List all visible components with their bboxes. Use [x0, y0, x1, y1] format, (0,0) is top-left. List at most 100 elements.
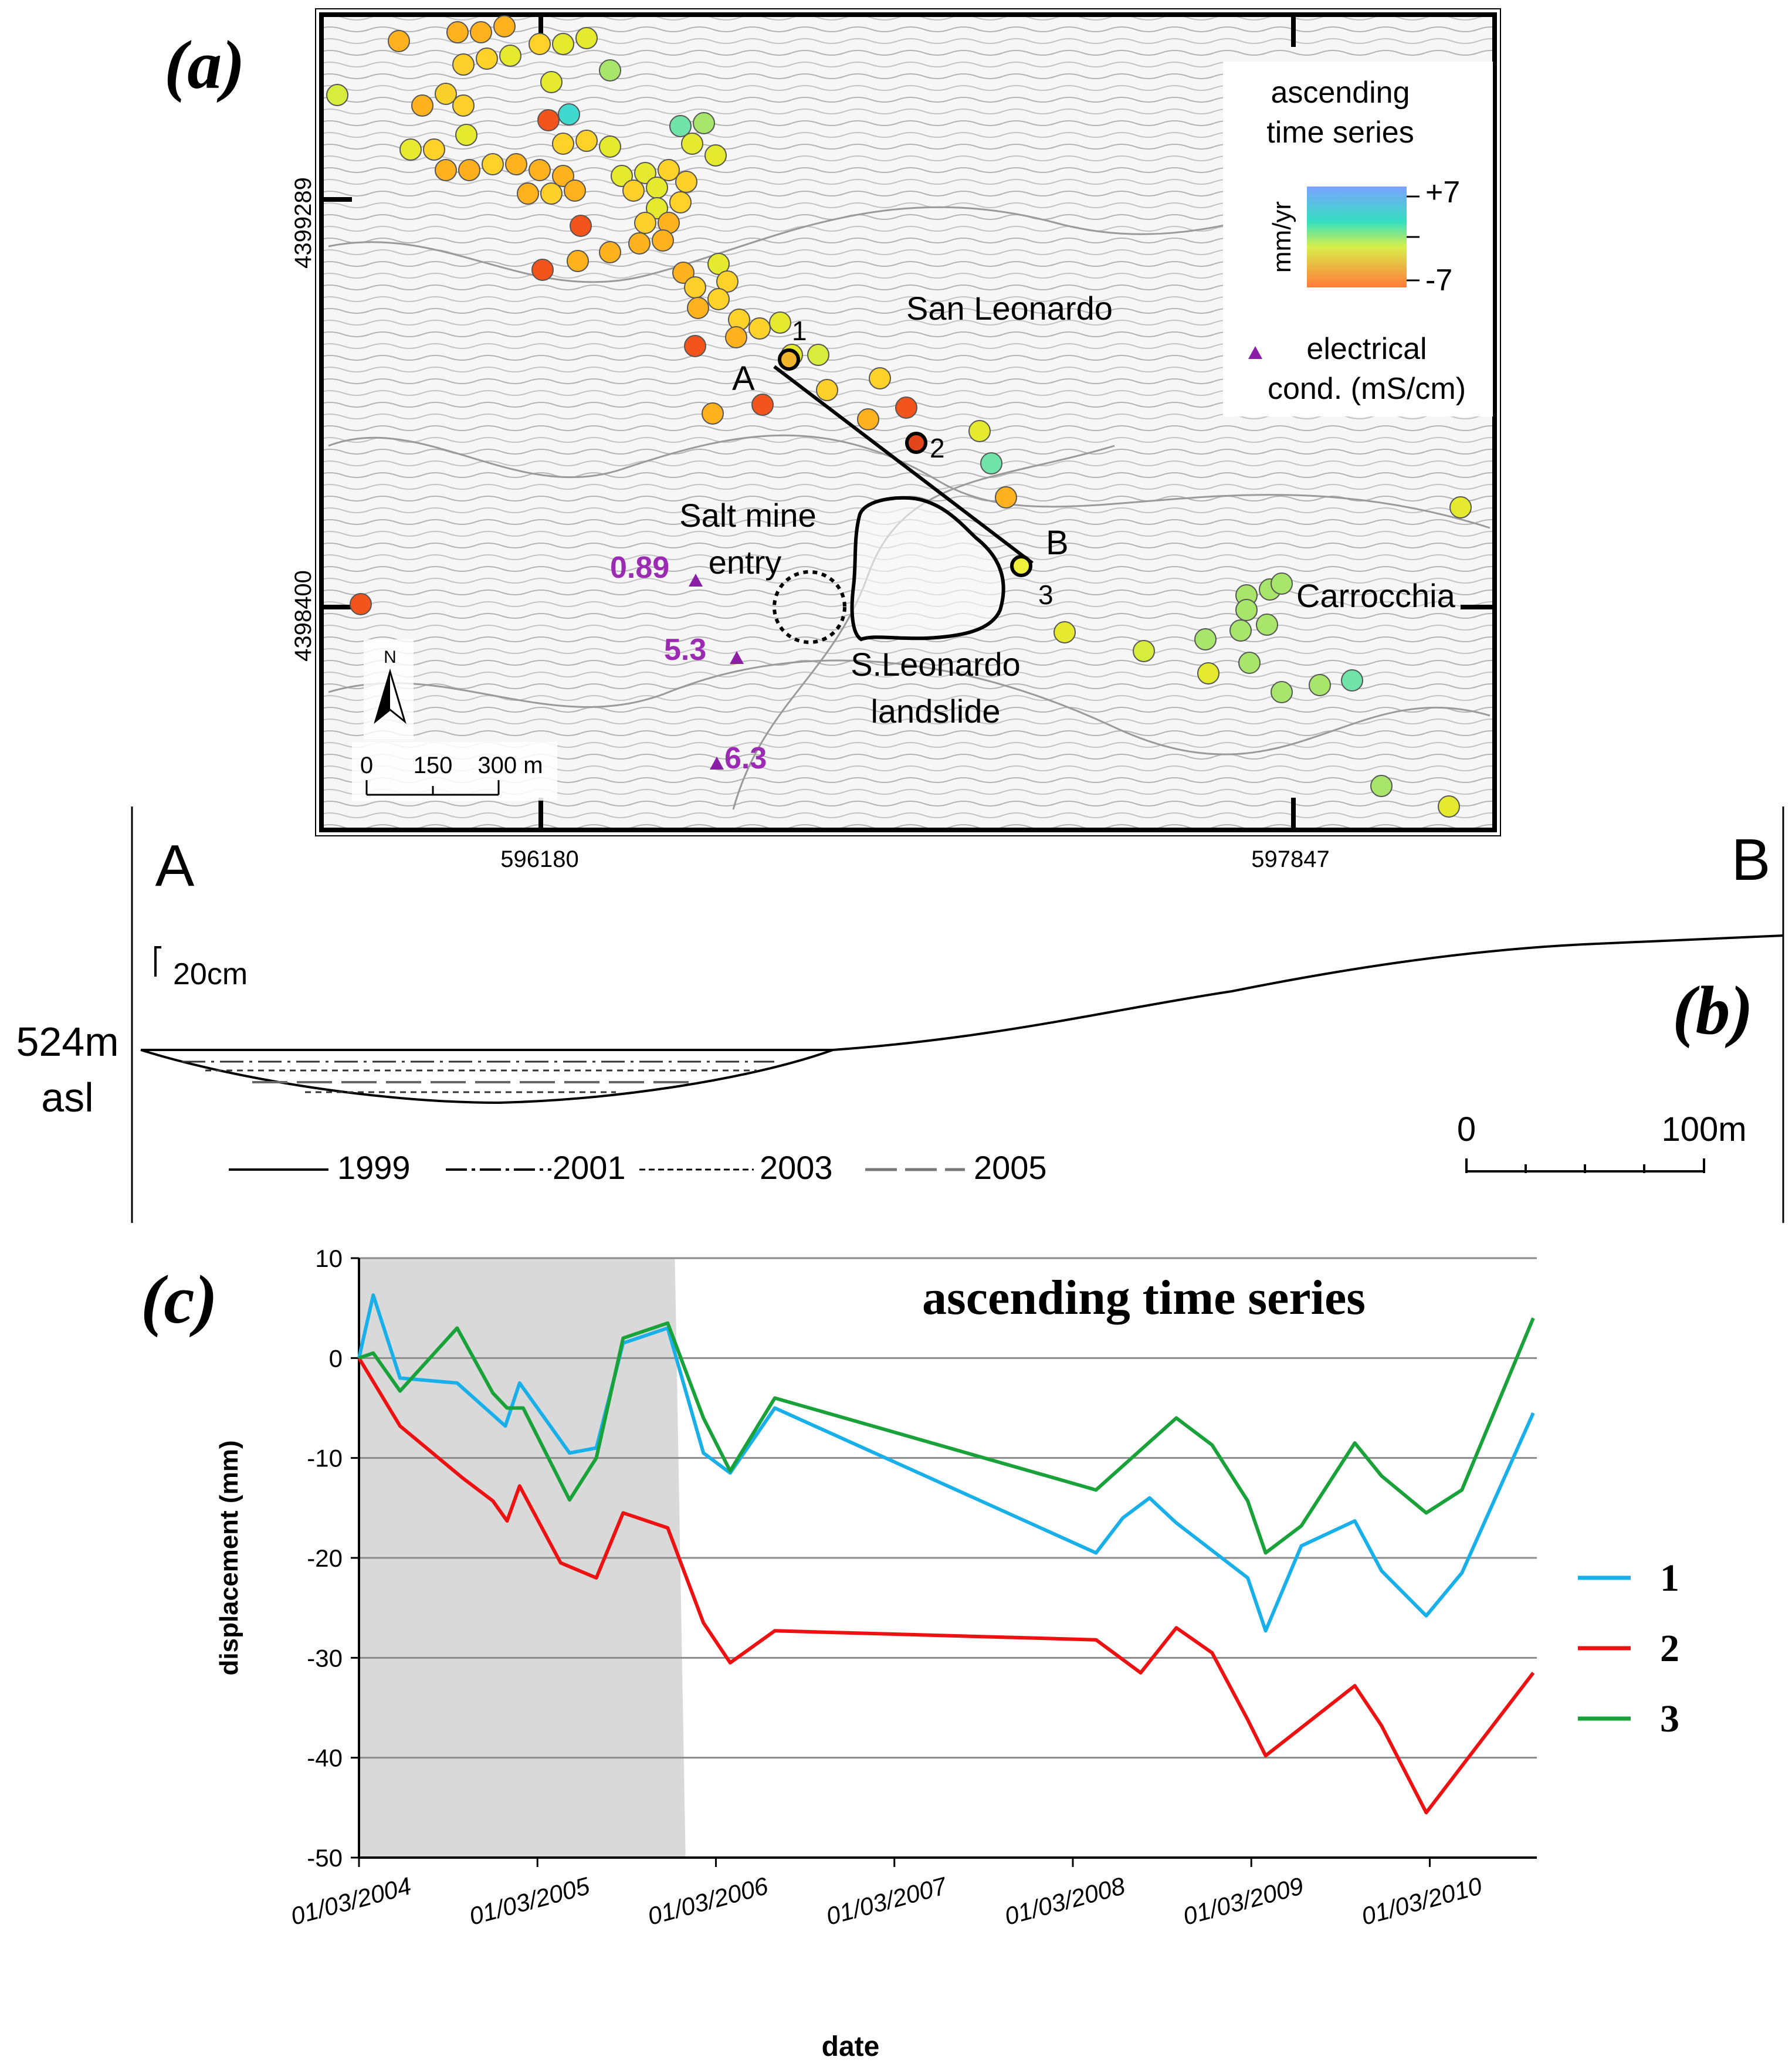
panel-a-label: (a) — [164, 26, 245, 103]
ps-point — [895, 397, 917, 419]
ps-point — [652, 229, 674, 252]
ps-point — [564, 179, 586, 202]
ps-point — [687, 297, 709, 319]
conductivity-value: 5.3 — [664, 633, 706, 667]
legend-label-3: 3 — [1660, 1697, 1679, 1740]
conductivity-triangle-icon — [710, 757, 724, 770]
coord-y-bottom: 4398400 — [290, 570, 316, 662]
y-tick-label: -30 — [307, 1644, 343, 1672]
ps-point — [350, 593, 372, 615]
y-tick-label: 10 — [315, 1245, 343, 1272]
ps-point — [1194, 628, 1217, 650]
ps-point — [552, 33, 574, 55]
ps-point — [634, 162, 656, 184]
ps-point — [476, 48, 498, 70]
ps-point — [435, 83, 457, 105]
ps-point — [857, 408, 879, 431]
ps-point — [529, 159, 551, 181]
ps-point — [707, 253, 730, 275]
ps-point — [493, 15, 516, 38]
ps-point — [751, 394, 774, 416]
ps-point — [1341, 669, 1363, 692]
ps-point — [1370, 775, 1393, 797]
label-salt-mine-2: entry — [709, 544, 782, 581]
legend-year-2005: 2005 — [974, 1149, 1047, 1186]
series-line-2 — [357, 1357, 1535, 1815]
ps-point — [505, 153, 527, 175]
coord-x-right: 597847 — [1251, 846, 1329, 872]
ps-point — [634, 212, 656, 234]
legend-title-1: ascending — [1271, 76, 1410, 110]
x-tick-label: 01/03/2010 — [1359, 1872, 1485, 1930]
y-axis-ticks: 10 0 -10 -20 -30 -40 -50 — [307, 1245, 359, 1872]
ps-point — [807, 344, 829, 366]
legend-year-1999: 1999 — [337, 1149, 411, 1186]
ps-point — [423, 138, 445, 161]
profile-legend: 1999 2001 2003 2005 — [229, 1149, 1047, 1186]
ps-point — [1309, 674, 1331, 696]
conductivity-value: 0.89 — [610, 551, 669, 585]
conductivity-values: 0.89 5.3 6.3 — [610, 551, 767, 775]
ps-point — [684, 335, 706, 357]
colorbar-max: +7 — [1425, 175, 1460, 209]
y-tick-label: -20 — [307, 1544, 343, 1572]
x-tick-label: 01/03/2005 — [466, 1872, 593, 1930]
ps-point — [435, 159, 457, 181]
ps-points — [326, 15, 1472, 818]
y-tick-label: -40 — [307, 1744, 343, 1772]
ps-point — [693, 112, 715, 134]
panel-c-chart: (c) ascending time series 10 0 -10 -20 -30 -4… — [141, 1245, 1679, 2062]
vertical-scale-bracket — [154, 946, 161, 977]
ps-point — [540, 71, 563, 93]
legend-triangle-icon — [1248, 346, 1262, 359]
map-frame-outer — [315, 8, 1501, 836]
ps-point — [567, 250, 589, 272]
profile-1999 — [141, 934, 1784, 1051]
ps-point — [452, 94, 475, 117]
coord-y-top: 4399289 — [290, 177, 316, 269]
landslide-outline — [850, 496, 1005, 642]
ps-point — [531, 259, 554, 281]
point-2-label: 2 — [930, 433, 945, 463]
ps-point — [968, 420, 991, 442]
vertical-scale-label: 20cm — [173, 957, 248, 991]
north-arrow-fill — [375, 672, 390, 721]
colorbar-min: -7 — [1425, 263, 1452, 297]
ps-point — [1256, 614, 1278, 636]
label-salt-mine-1: Salt mine — [679, 497, 816, 534]
ps-point — [326, 84, 348, 106]
ps-point — [658, 159, 680, 181]
ps-point — [675, 171, 697, 193]
point-3-label: 3 — [1038, 580, 1053, 610]
point-2-marker — [905, 432, 927, 454]
salt-mine-circle — [773, 570, 846, 644]
section-line-a-b — [773, 365, 1034, 565]
ps-point — [458, 159, 480, 181]
legend-title-2: time series — [1266, 116, 1414, 150]
ps-point — [995, 486, 1017, 509]
ps-point — [1438, 795, 1460, 818]
ps-point — [622, 179, 645, 202]
ps-point — [575, 27, 598, 49]
section-scale-end: 100m — [1661, 1110, 1746, 1148]
ps-point — [455, 124, 477, 146]
ps-point — [1229, 619, 1252, 642]
section-scale-zero: 0 — [1457, 1110, 1476, 1148]
scale-backdrop — [352, 742, 557, 801]
coord-x-left: 596180 — [500, 846, 578, 872]
ps-point — [646, 197, 668, 219]
x-tick-label: 01/03/2007 — [823, 1872, 950, 1930]
y-tick-label: 0 — [329, 1344, 343, 1372]
chart-legend: 1 2 3 — [1578, 1557, 1679, 1740]
ps-point — [1238, 652, 1261, 674]
chart-title: ascending time series — [922, 1270, 1366, 1325]
map-frame — [319, 12, 1497, 832]
legend-label-2: 2 — [1660, 1627, 1679, 1670]
conductivity-markers — [689, 574, 744, 770]
profile-bottom-curve — [140, 1049, 834, 1104]
north-label: N — [384, 648, 397, 667]
section-endpoint-b: B — [1046, 524, 1069, 562]
label-landslide-2: landslide — [870, 693, 1000, 730]
colorbar — [1307, 187, 1407, 287]
